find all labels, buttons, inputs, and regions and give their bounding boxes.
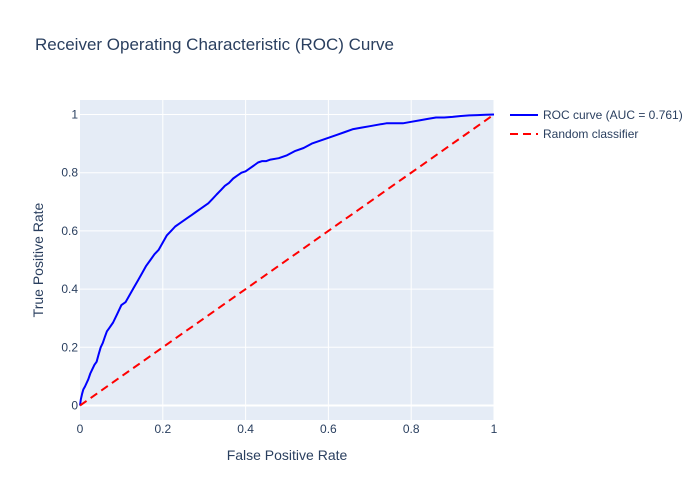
y-tick-label: 1: [71, 108, 78, 122]
y-tick-label: 0.6: [61, 224, 78, 238]
x-tick-label: 1: [491, 422, 498, 436]
y-tick-label: 0.4: [61, 282, 78, 296]
chart-title: Receiver Operating Characteristic (ROC) …: [35, 35, 394, 54]
y-tick-label: 0.8: [61, 166, 78, 180]
legend[interactable]: ROC curve (AUC = 0.761) Random classifier: [510, 108, 683, 141]
y-tick-label: 0: [71, 398, 78, 412]
grid-lines: [80, 100, 495, 420]
series-layer: [79, 113, 495, 407]
x-tick-label: 0.2: [154, 422, 171, 436]
y-axis-ticks: 0 0.2 0.4 0.6 0.8 1: [61, 108, 78, 413]
x-axis-ticks: 0 0.2 0.4 0.6 0.8 1: [77, 422, 498, 436]
random-classifier-line: [79, 113, 495, 407]
legend-label: ROC curve (AUC = 0.761): [543, 108, 683, 122]
legend-item[interactable]: Random classifier: [510, 127, 638, 141]
y-axis-title: True Positive Rate: [30, 202, 46, 317]
x-tick-label: 0.8: [403, 422, 420, 436]
legend-label: Random classifier: [543, 127, 638, 141]
x-axis-title: False Positive Rate: [227, 447, 348, 463]
y-tick-label: 0.2: [61, 340, 78, 354]
legend-item[interactable]: ROC curve (AUC = 0.761): [510, 108, 683, 122]
x-tick-label: 0: [77, 422, 84, 436]
roc-curve-line: [79, 113, 495, 406]
x-tick-label: 0.4: [237, 422, 254, 436]
x-tick-label: 0.6: [320, 422, 337, 436]
